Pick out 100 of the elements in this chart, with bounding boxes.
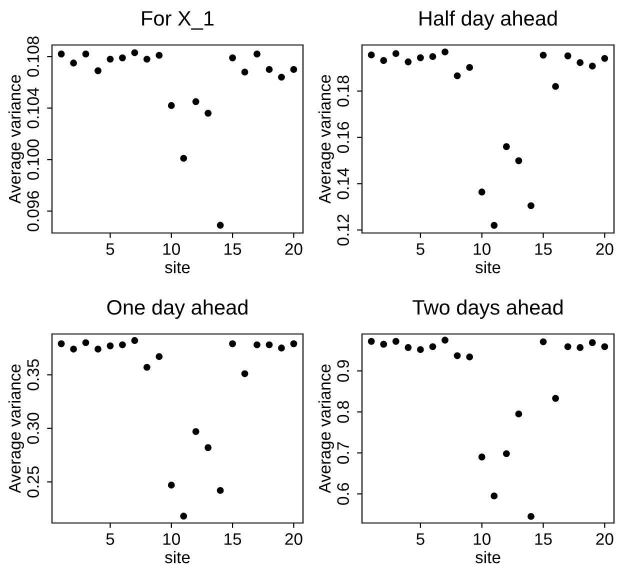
- y-tick-label: 0.12: [337, 214, 349, 246]
- x-tick-label: 5: [416, 533, 424, 545]
- point: [278, 344, 285, 352]
- point: [404, 344, 412, 351]
- x-axis-title: site: [164, 261, 190, 274]
- point: [515, 410, 522, 418]
- x-axis-title: site: [475, 261, 500, 274]
- point: [58, 340, 65, 348]
- point: [168, 102, 175, 109]
- y-axis-title: Average variance: [318, 364, 334, 494]
- point: [131, 49, 138, 56]
- y-tick-label: 0.104: [27, 88, 39, 128]
- x-axis-title: site: [164, 551, 190, 564]
- chart-title: For X_1: [142, 11, 214, 30]
- y-tick-label: 0.25: [27, 466, 39, 498]
- point: [106, 56, 114, 63]
- point: [416, 346, 424, 354]
- point: [278, 74, 285, 81]
- point: [94, 346, 102, 353]
- x-tick-label: 15: [535, 243, 552, 255]
- point: [290, 340, 298, 348]
- point: [442, 336, 448, 344]
- point: [229, 54, 236, 62]
- x-tick-label: 5: [106, 243, 114, 255]
- point: [392, 50, 400, 58]
- point: [254, 50, 260, 58]
- point: [156, 52, 163, 59]
- y-axis-title: Average variance: [8, 75, 24, 204]
- point: [192, 428, 200, 436]
- point: [552, 394, 560, 402]
- point: [131, 337, 138, 344]
- point: [168, 482, 175, 489]
- point: [368, 338, 375, 345]
- y-tick-label: 0.9: [337, 360, 349, 382]
- point: [478, 454, 486, 460]
- point: [204, 110, 212, 117]
- point: [254, 341, 260, 348]
- point: [601, 343, 608, 350]
- x-tick-label: 10: [474, 243, 490, 255]
- point: [241, 68, 248, 76]
- point: [82, 339, 90, 346]
- point: [416, 54, 424, 62]
- point: [180, 512, 188, 520]
- y-tick-label: 0.096: [27, 190, 39, 232]
- point: [118, 341, 126, 348]
- point: [94, 67, 102, 74]
- point: [564, 343, 572, 350]
- point: [454, 352, 461, 360]
- y-tick-label: 0.6: [337, 483, 349, 505]
- point: [564, 52, 572, 60]
- point: [118, 54, 126, 62]
- point: [588, 62, 596, 70]
- point: [528, 202, 534, 210]
- point: [156, 353, 163, 360]
- point: [229, 340, 236, 348]
- point: [290, 66, 298, 73]
- point: [82, 50, 90, 58]
- x-tick-label: 15: [224, 243, 242, 255]
- x-tick-label: 15: [224, 533, 242, 545]
- x-tick-label: 10: [474, 533, 490, 545]
- chart-title: Two days ahead: [412, 299, 563, 319]
- point: [106, 342, 114, 350]
- y-axis-title: Average variance: [8, 364, 24, 494]
- point: [70, 346, 77, 353]
- x-tick-label: 20: [285, 243, 302, 255]
- y-tick-label: 0.7: [337, 442, 349, 464]
- point: [58, 50, 65, 58]
- point: [216, 486, 224, 494]
- point: [429, 343, 436, 350]
- point: [454, 72, 461, 80]
- point: [429, 53, 436, 60]
- point: [266, 66, 273, 73]
- point: [380, 57, 388, 64]
- y-tick-label: 0.8: [337, 401, 349, 423]
- y-tick-label: 0.100: [27, 139, 39, 180]
- y-tick-label: 0.14: [337, 168, 349, 200]
- x-tick-label: 20: [285, 533, 302, 545]
- point: [380, 340, 388, 348]
- x-tick-label: 20: [596, 533, 614, 545]
- point: [192, 98, 200, 106]
- point: [180, 154, 188, 162]
- y-tick-label: 0.108: [27, 36, 39, 77]
- y-tick-label: 0.35: [27, 359, 39, 390]
- point: [466, 353, 474, 360]
- point: [216, 222, 224, 229]
- point: [143, 56, 150, 63]
- point: [490, 492, 498, 500]
- x-axis-title: site: [475, 551, 500, 564]
- point: [576, 344, 584, 351]
- point: [601, 54, 608, 62]
- point: [392, 338, 400, 345]
- point: [515, 157, 522, 164]
- x-tick-label: 10: [163, 533, 180, 545]
- point: [540, 52, 547, 59]
- point: [241, 370, 248, 378]
- chart-title: One day ahead: [107, 299, 248, 319]
- x-tick-label: 5: [106, 533, 114, 545]
- y-tick-label: 0.30: [27, 412, 39, 444]
- point: [466, 64, 474, 71]
- x-tick-label: 20: [596, 243, 614, 255]
